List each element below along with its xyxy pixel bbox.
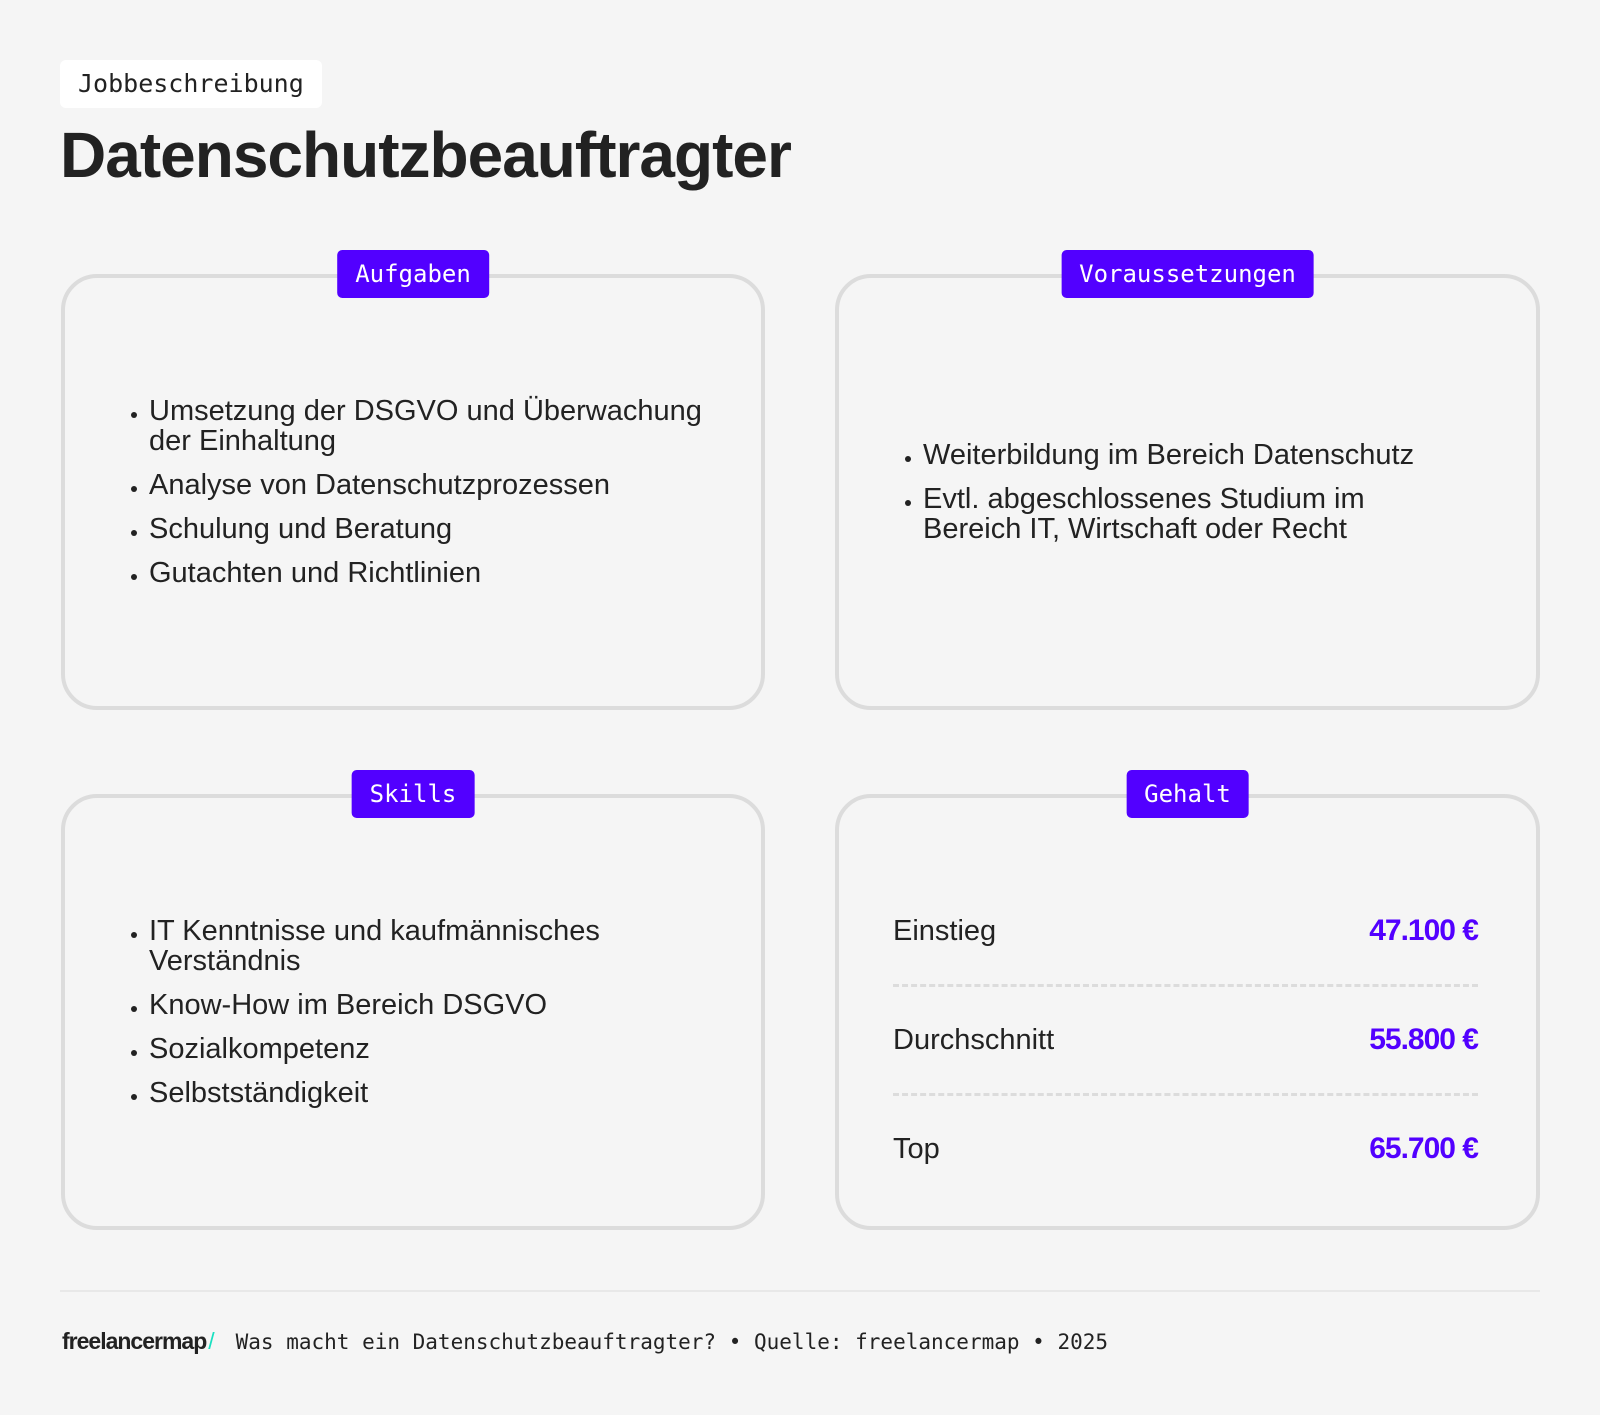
list-item: Gutachten und Richtlinien xyxy=(149,558,721,588)
category-tag: Jobbeschreibung xyxy=(60,60,322,108)
list-item: Analyse von Datenschutzprozessen xyxy=(149,470,721,500)
list-item: Umsetzung der DSGVO und Überwachung der … xyxy=(149,396,721,456)
footer-caption: Was macht ein Datenschutzbeauftragter? •… xyxy=(235,1329,1109,1354)
list-item: Selbstständigkeit xyxy=(149,1078,721,1108)
card-label: Skills xyxy=(351,770,475,818)
salary-value: 47.100 € xyxy=(1369,914,1479,947)
salary-label: Einstieg xyxy=(893,914,997,947)
salary-row: Top 65.700 € xyxy=(893,1096,1479,1202)
salary-label: Top xyxy=(893,1132,940,1165)
salary-row: Einstieg 47.100 € xyxy=(893,878,1479,987)
footer: freelancermap/ Was macht ein Datenschutz… xyxy=(62,1328,1108,1355)
requirements-list: Weiterbildung im Bereich Datenschutz Evt… xyxy=(893,440,1446,544)
list-item: IT Kenntnisse und kaufmännisches Verstän… xyxy=(149,916,721,976)
card-aufgaben: Aufgaben Umsetzung der DSGVO und Überwac… xyxy=(61,250,765,710)
logo-slash: / xyxy=(208,1328,214,1354)
card-skills: Skills IT Kenntnisse und kaufmännisches … xyxy=(61,770,765,1230)
card-label: Aufgaben xyxy=(337,250,489,298)
salary-value: 55.800 € xyxy=(1369,1023,1479,1056)
list-item: Evtl. abgeschlossenes Studium im Bereich… xyxy=(923,484,1446,544)
skills-list: IT Kenntnisse und kaufmännisches Verstän… xyxy=(119,916,721,1108)
task-list: Umsetzung der DSGVO und Überwachung der … xyxy=(119,396,721,588)
list-item: Weiterbildung im Bereich Datenschutz xyxy=(923,440,1446,470)
salary-row: Durchschnitt 55.800 € xyxy=(893,987,1479,1096)
page-title: Datenschutzbeauftragter xyxy=(60,119,792,191)
card-gehalt: Gehalt Einstieg 47.100 € Durchschnitt 55… xyxy=(835,770,1540,1230)
card-label: Voraussetzungen xyxy=(1061,250,1314,298)
list-item: Sozialkompetenz xyxy=(149,1034,721,1064)
freelancermap-logo: freelancermap/ xyxy=(62,1328,215,1355)
footer-divider xyxy=(60,1290,1540,1292)
logo-text: freelancermap xyxy=(62,1328,207,1354)
salary-table: Einstieg 47.100 € Durchschnitt 55.800 € … xyxy=(893,878,1479,1202)
card-voraussetzungen: Voraussetzungen Weiterbildung im Bereich… xyxy=(835,250,1540,710)
salary-value: 65.700 € xyxy=(1369,1132,1479,1165)
salary-label: Durchschnitt xyxy=(893,1023,1055,1056)
list-item: Know-How im Bereich DSGVO xyxy=(149,990,721,1020)
card-label: Gehalt xyxy=(1126,770,1249,818)
list-item: Schulung und Beratung xyxy=(149,514,721,544)
